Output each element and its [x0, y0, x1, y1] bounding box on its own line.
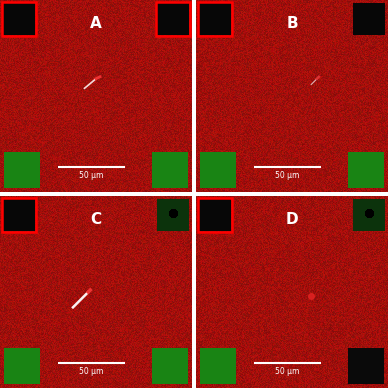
- Text: C: C: [90, 211, 102, 227]
- Bar: [2, 2, 36, 36]
- Text: A: A: [90, 16, 102, 31]
- Text: B: B: [286, 16, 298, 31]
- Bar: [156, 2, 190, 36]
- Text: 50 μm: 50 μm: [79, 171, 103, 180]
- Bar: [2, 198, 36, 232]
- Text: 50 μm: 50 μm: [275, 367, 300, 376]
- Text: 50 μm: 50 μm: [275, 171, 300, 180]
- Text: 50 μm: 50 μm: [79, 367, 103, 376]
- Bar: [198, 2, 232, 36]
- Bar: [198, 198, 232, 232]
- Text: D: D: [286, 211, 298, 227]
